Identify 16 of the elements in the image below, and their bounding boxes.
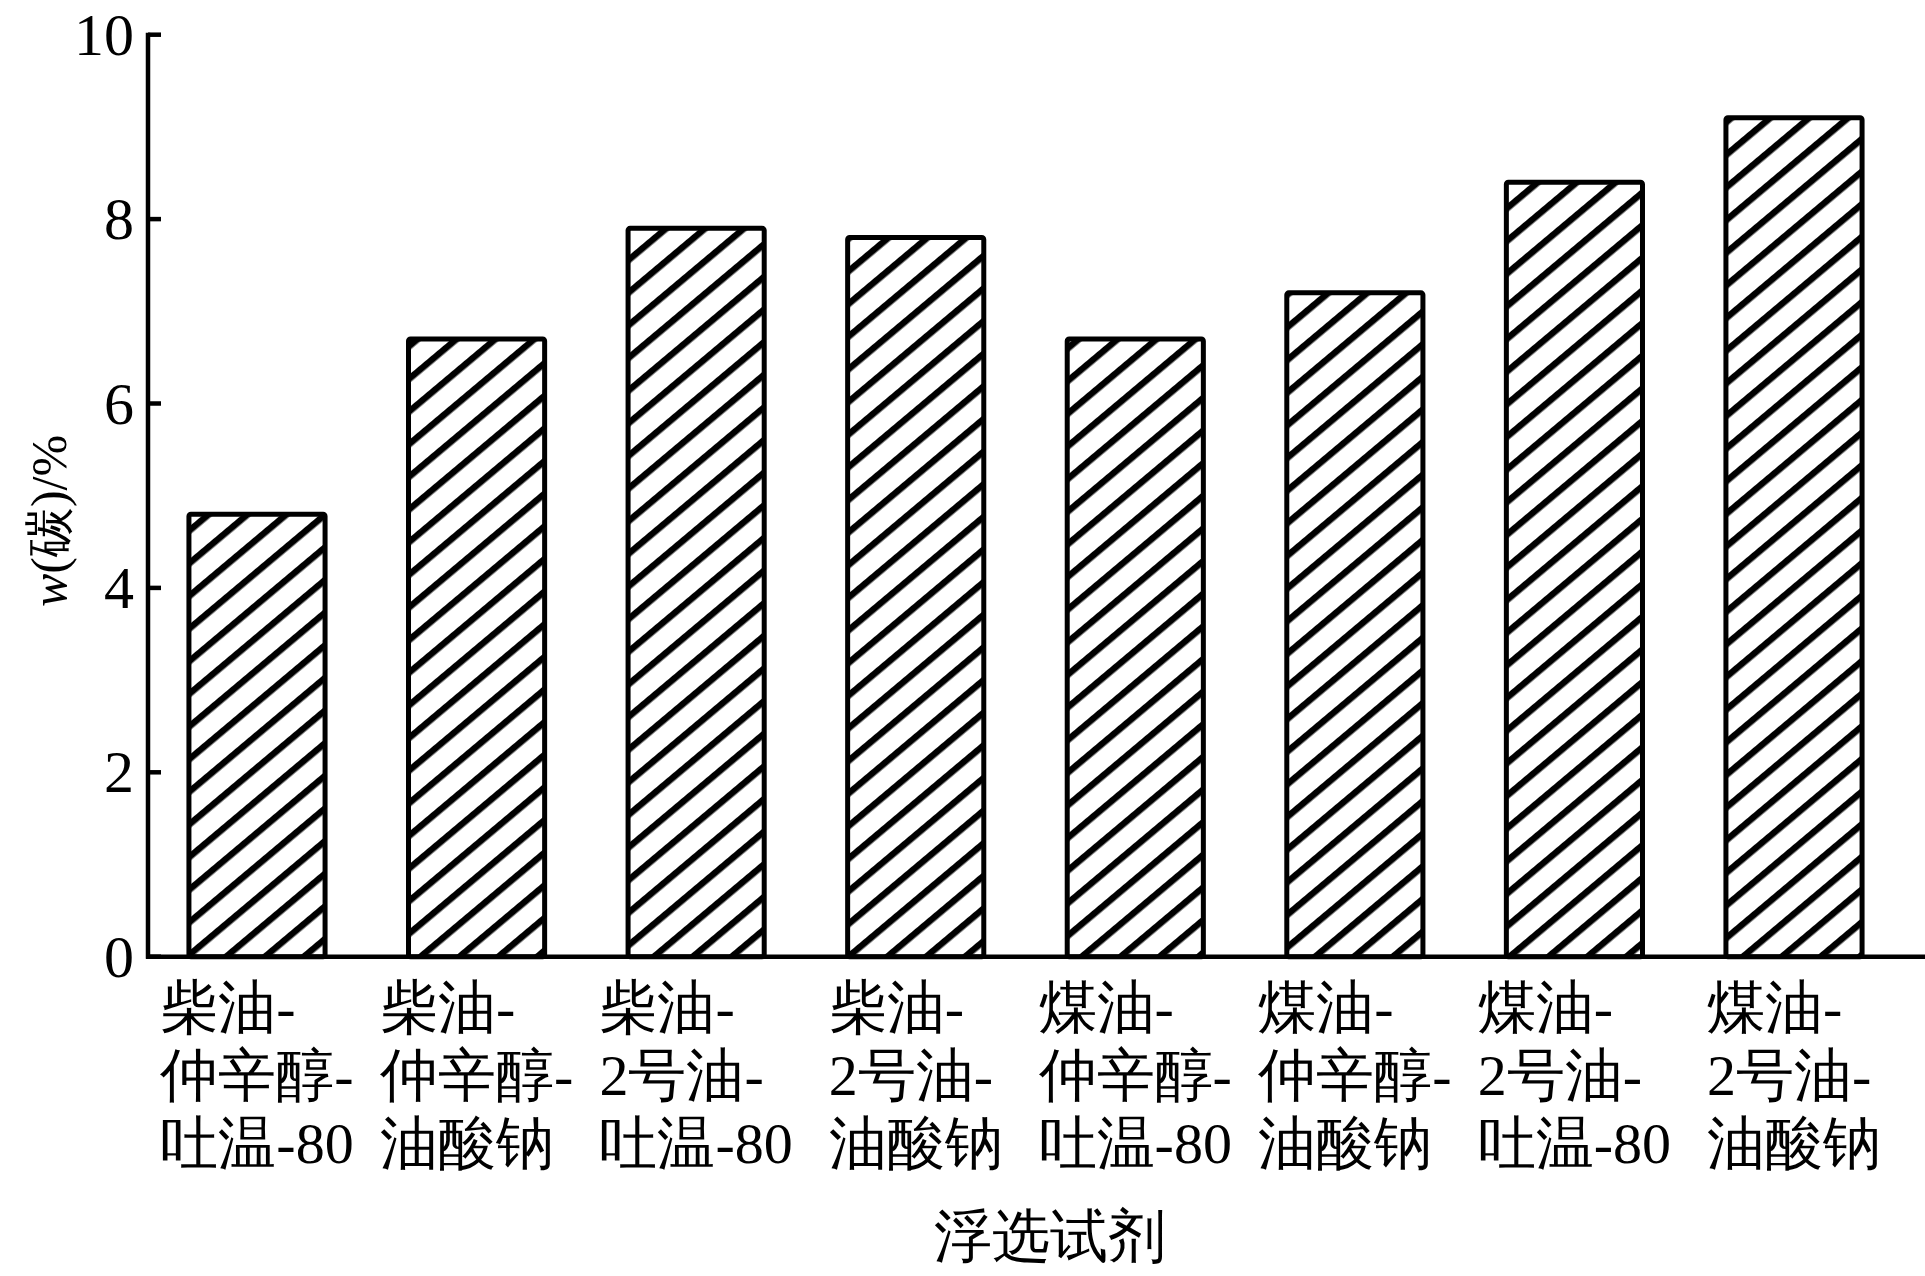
y-tick-label: 10 (74, 1, 134, 68)
y-tick-label: 8 (104, 186, 134, 253)
y-tick-label: 0 (104, 923, 134, 990)
x-tick-label: 煤油- 2号油- 油酸钠 (1707, 975, 1881, 1176)
y-tick-label: 4 (104, 554, 134, 621)
x-tick-label: 柴油- 仲辛醇- 油酸钠 (379, 975, 574, 1176)
x-axis-title: 浮选试剂 (934, 1204, 1166, 1269)
y-axis-title: w(碳)/% (21, 434, 77, 608)
x-tick-label: 煤油- 仲辛醇- 吐温-80 (1038, 975, 1232, 1176)
x-tick-label: 柴油- 仲辛醇- 吐温-80 (160, 975, 354, 1176)
x-tick-label: 柴油- 2号油- 吐温-80 (599, 975, 793, 1176)
x-tick-label: 煤油- 2号油- 吐温-80 (1477, 975, 1672, 1176)
y-tick-label: 2 (104, 739, 134, 806)
x-tick-label: 煤油- 仲辛醇- 油酸钠 (1258, 975, 1452, 1176)
x-tick-label: 柴油- 2号油- 油酸钠 (828, 975, 1003, 1176)
y-tick-label: 6 (104, 370, 134, 437)
